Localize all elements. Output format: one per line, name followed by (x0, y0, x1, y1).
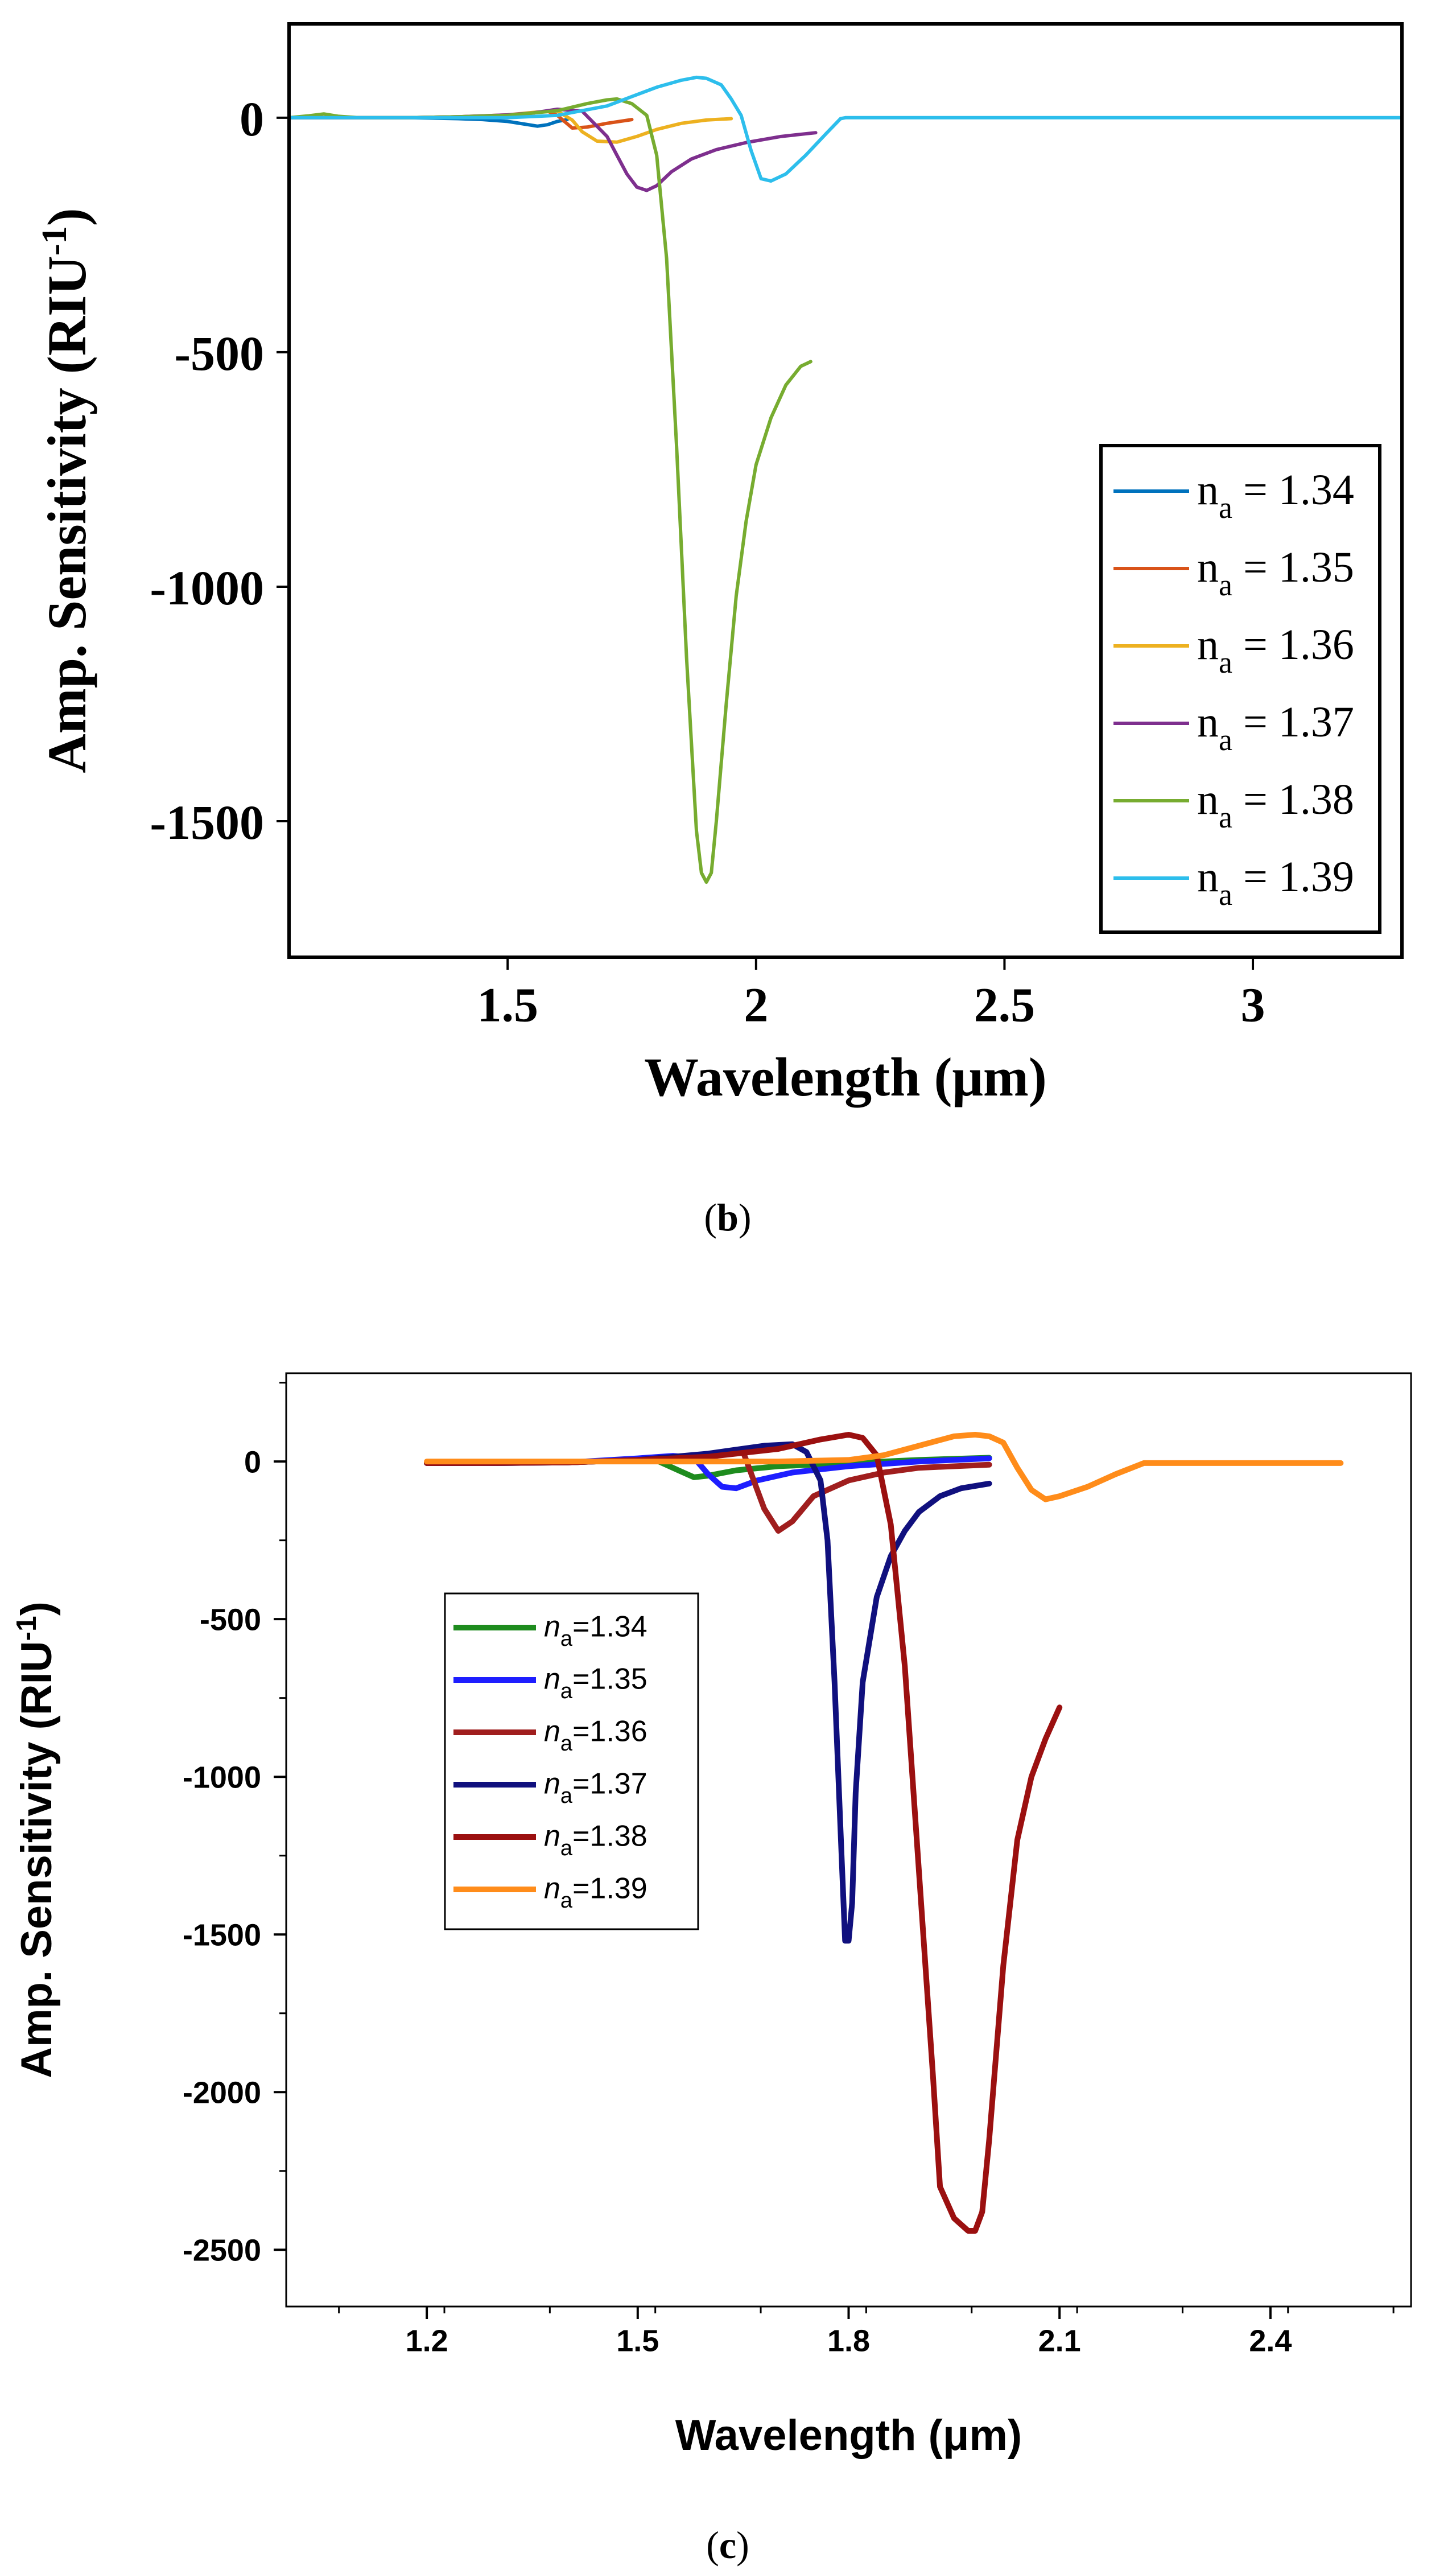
panel-caption-c: (c) (706, 2523, 749, 2567)
legend-box-b (1099, 444, 1381, 934)
legend-label-b-1: na = 1.35 (1197, 543, 1354, 602)
x-tick-label-c-4: 2.4 (1249, 2324, 1292, 2358)
series-line-b-4 (289, 97, 812, 884)
y-tick-label-c-2: -1000 (183, 1761, 261, 1795)
x-tick-label-c-0: 1.2 (406, 2324, 448, 2358)
chart-panel-b: 1.5 2 2.5 3 0 -500 -1000 -1500 Wavelength (μm) Am… (35, 22, 1404, 1107)
y-tick-label-b-2: -1000 (150, 561, 264, 615)
y-tick-label-c-4: -2000 (183, 2076, 261, 2110)
legend-label-b-0: na = 1.34 (1197, 466, 1354, 525)
legend-label-c-2: na=1.36 (544, 1715, 647, 1756)
y-axis-label-c: Amp. Sensitivity (RIU-1) (11, 1601, 61, 2078)
x-tick-label-b-0: 1.5 (477, 977, 538, 1032)
y-tick-label-b-0: 0 (240, 92, 264, 146)
y-tick-label-b-3: -1500 (150, 795, 264, 850)
legend-label-c-1: na=1.35 (544, 1663, 647, 1704)
x-tick-label-b-2: 2.5 (974, 977, 1036, 1032)
x-tick-label-c-1: 1.5 (616, 2324, 659, 2358)
chart-panel-c: 1.2 1.5 1.8 2.1 2.4 0 -500 -1000 -1500 -2000 -2500… (11, 1372, 1412, 2460)
x-tick-label-c-3: 2.1 (1038, 2324, 1081, 2358)
legend-label-c-4: na=1.38 (544, 1820, 647, 1861)
series-line-c-3 (424, 1441, 992, 1944)
x-axis-label-c: Wavelength (μm) (675, 2411, 1022, 2460)
y-tick-label-b-1: -500 (174, 326, 264, 381)
y-axis-label-b: Amp. Sensitivity (RIU-1) (35, 208, 98, 773)
series-line-c-4 (424, 1432, 1063, 2234)
y-tick-label-c-0: 0 (244, 1445, 261, 1480)
legend-label-b-3: na = 1.37 (1197, 698, 1354, 757)
legend-label-c-5: na=1.39 (544, 1872, 647, 1913)
y-tick-label-c-5: -2500 (183, 2234, 261, 2268)
legend-label-b-4: na = 1.38 (1197, 776, 1354, 834)
series-line-c-5 (424, 1432, 1344, 1502)
legend-label-b-5: na = 1.39 (1197, 853, 1354, 912)
x-tick-label-c-2: 1.8 (827, 2324, 870, 2358)
plot-frame-b (287, 22, 1404, 959)
legend-label-c-0: na=1.34 (544, 1611, 647, 1652)
x-tick-label-b-3: 3 (1241, 977, 1265, 1032)
y-tick-label-c-1: -500 (200, 1603, 261, 1637)
x-axis-label-b: Wavelength (μm) (644, 1047, 1047, 1107)
y-tick-label-c-3: -1500 (183, 1918, 261, 1953)
legend-box-c (444, 1592, 699, 1930)
panel-caption-b: (b) (704, 1196, 751, 1239)
legend-label-b-2: na = 1.36 (1197, 621, 1354, 679)
x-tick-label-b-1: 2 (744, 977, 768, 1032)
legend-label-c-3: na=1.37 (544, 1768, 647, 1809)
series-line-b-5 (289, 75, 1402, 183)
